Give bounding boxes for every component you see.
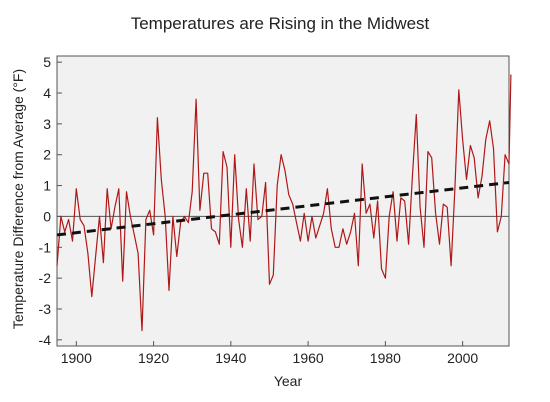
x-tick-label: 1960 (293, 350, 324, 366)
y-axis-label: Temperature Difference from Average (°F) (10, 69, 26, 329)
temperature-series-line (56, 74, 512, 332)
y-tick-label: 2 (43, 147, 51, 163)
y-tick-label: 3 (43, 116, 51, 132)
x-tick-label: 1980 (370, 350, 401, 366)
y-tick-label: 0 (43, 208, 51, 224)
x-tick-label: 2000 (447, 350, 478, 366)
plot-area (56, 55, 510, 347)
y-axis: -4 -3 -2 -1 0 1 2 3 4 5 (39, 54, 62, 348)
y-tick-label: -3 (39, 301, 52, 317)
x-tick-label: 1940 (215, 350, 246, 366)
y-tick-label: -1 (39, 239, 52, 255)
y-tick-label: -4 (39, 332, 52, 348)
x-axis: 1900 1920 1940 1960 1980 2000 (61, 341, 478, 366)
x-axis-label: Year (274, 373, 303, 389)
y-tick-label: -2 (39, 270, 52, 286)
y-tick-label: 4 (43, 85, 51, 101)
y-tick-label: 1 (43, 178, 51, 194)
chart-title: Temperatures are Rising in the Midwest (131, 14, 430, 33)
y-tick-label: 5 (43, 54, 51, 70)
x-tick-label: 1920 (138, 350, 169, 366)
trend-line (56, 180, 510, 237)
x-tick-label: 1900 (61, 350, 92, 366)
